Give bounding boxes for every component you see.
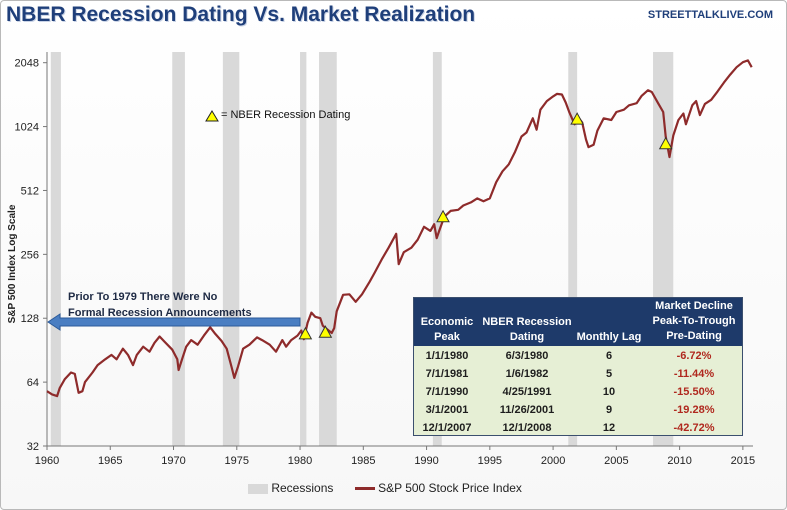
lag-cell: 10 — [602, 386, 616, 398]
triangle-legend-label: = NBER Recession Dating — [221, 109, 351, 121]
dating-cell: 1/6/1982 — [505, 368, 549, 380]
x-tick-label: 1965 — [98, 455, 122, 467]
header-monthly-lag: Monthly Lag — [574, 330, 644, 345]
peak-cell: 12/1/2007 — [422, 422, 472, 434]
x-tick-label: 2000 — [541, 455, 565, 467]
y-tick-label: 128 — [21, 313, 39, 325]
recession-band — [172, 52, 185, 446]
note-line-1: Prior To 1979 There Were No — [68, 291, 218, 303]
sp500-line — [46, 59, 753, 398]
nber-marker — [436, 209, 450, 223]
dating-cell: 6/3/1980 — [505, 350, 549, 362]
legend-sp500-label: S&P 500 Stock Price Index — [378, 480, 522, 495]
table-header: Economic Peak NBER Recession Dating Mont… — [414, 298, 742, 346]
header-text: Peak — [434, 331, 460, 343]
x-tick-label: 2005 — [604, 455, 628, 467]
sp500-swatch — [354, 487, 375, 491]
x-tick-label: 1980 — [288, 455, 312, 467]
decline-cell: -11.44% — [673, 368, 715, 380]
header-text: Monthly Lag — [576, 331, 642, 343]
lag-cell: 6 — [605, 350, 613, 362]
dating-cell: 12/1/2008 — [502, 422, 552, 434]
lag-cell: 9 — [605, 404, 613, 416]
recession-band — [300, 52, 307, 446]
dating-cell: 4/25/1991 — [502, 386, 552, 398]
table-row: 12/1/2007 12/1/2008 12 -42.72% — [414, 419, 742, 437]
header-text: Dating — [509, 331, 545, 343]
sp500-line-group — [46, 59, 753, 398]
header-text: Peak-To-Trough — [652, 315, 736, 327]
table-row: 7/1/1990 4/25/1991 10 -15.50% — [414, 383, 742, 401]
x-tick-label: 1990 — [414, 455, 438, 467]
peak-cell: 1/1/1980 — [425, 350, 469, 362]
header-economic-peak: Economic Peak — [414, 315, 480, 345]
y-tick-label: 64 — [27, 377, 39, 389]
y-tick-label: 256 — [21, 249, 39, 261]
nber-marker — [570, 112, 584, 125]
legend-item-sp500: S&P 500 Stock Price Index — [354, 480, 522, 495]
y-tick-label: 2048 — [15, 58, 39, 70]
nber-marker — [318, 325, 333, 338]
x-tick-label: 1970 — [161, 455, 185, 467]
x-tick-label: 2015 — [731, 455, 755, 467]
header-text: Economic — [420, 316, 474, 328]
pre-1979-arrow — [47, 313, 301, 331]
nber-marker — [658, 136, 673, 150]
decline-cell: -15.50% — [673, 386, 715, 398]
chart-legend: Recessions S&P 500 Stock Price Index — [248, 480, 540, 496]
recession-band — [568, 52, 578, 446]
peak-cell: 3/1/2001 — [425, 404, 469, 416]
peak-cell: 7/1/1981 — [425, 368, 469, 380]
triangle-legend-marker — [205, 110, 219, 122]
header-text: Pre-Dating — [666, 330, 722, 342]
y-tick-label: 512 — [21, 185, 39, 197]
decline-cell: -6.72% — [676, 350, 712, 362]
recession-band — [50, 52, 61, 446]
x-tick-label: 1960 — [35, 455, 59, 467]
dating-cell: 11/26/2001 — [499, 404, 555, 416]
table-row: 1/1/1980 6/3/1980 6 -6.72% — [414, 347, 742, 365]
pre-1979-note: Prior To 1979 There Were No Formal Reces… — [68, 289, 252, 321]
x-tick-label: 1995 — [478, 455, 502, 467]
table-row: 3/1/2001 11/26/2001 9 -19.28% — [414, 401, 742, 419]
recession-band — [432, 52, 442, 446]
legend-recessions-label: Recessions — [271, 480, 334, 495]
header-text: NBER Recession — [482, 316, 572, 328]
header-text: Market Decline — [655, 300, 733, 312]
source-credit: STREETTALKLIVE.COM — [647, 9, 773, 21]
chart-title: NBER Recession Dating Vs. Market Realiza… — [6, 3, 476, 26]
recession-swatch — [248, 483, 268, 494]
recession-band — [319, 52, 337, 446]
y-axis-label: S&P 500 Index Log Scale — [7, 204, 18, 323]
recession-table: Economic Peak NBER Recession Dating Mont… — [413, 297, 743, 436]
nber-marker — [298, 326, 313, 340]
decline-cell: -42.72% — [673, 422, 715, 434]
lag-cell: 12 — [602, 422, 616, 434]
x-tick-label: 1975 — [225, 455, 249, 467]
decline-cell: -19.28% — [673, 404, 715, 416]
peak-cell: 7/1/1990 — [425, 386, 469, 398]
x-tick-label: 2010 — [667, 455, 691, 467]
header-nber-dating: NBER Recession Dating — [480, 315, 574, 345]
y-tick-label: 1024 — [15, 122, 39, 134]
triangle-legend-text: = NBER Recession Dating — [205, 109, 350, 121]
lag-cell: 5 — [605, 368, 613, 380]
x-tick-label: 1985 — [351, 455, 375, 467]
left-arrow-shape — [47, 313, 301, 331]
legend-item-recessions: Recessions — [248, 481, 333, 495]
y-tick-label: 32 — [27, 441, 39, 453]
note-line-2: Formal Recession Announcements — [68, 307, 252, 319]
header-market-decline: Market Decline Peak-To-Trough Pre-Dating — [644, 299, 744, 344]
nber-markers — [298, 112, 673, 340]
table-row: 7/1/1981 1/6/1982 5 -11.44% — [414, 365, 742, 383]
